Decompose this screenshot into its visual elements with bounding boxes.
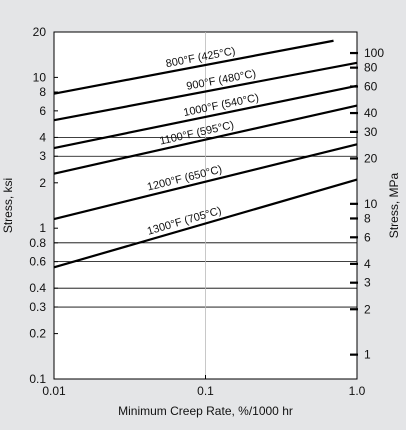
y-tick-label-left: 20 [33, 25, 47, 39]
y-tick-label-right: 100 [364, 46, 384, 60]
y-tick-label-left: 0.3 [29, 300, 46, 314]
series-line [53, 61, 358, 122]
series-line [53, 178, 358, 269]
y-tick-label-right: 3 [364, 276, 371, 290]
y-tick-label-left: 0.2 [29, 327, 46, 341]
y-tick-label-right: 40 [364, 106, 378, 120]
y-tick-label-left: 8 [39, 85, 46, 99]
series-line [53, 104, 358, 175]
y-tick-label-right: 80 [364, 61, 378, 75]
y-tick-label-left: 2 [39, 176, 46, 190]
y-tick-label-left: 0.1 [29, 372, 46, 386]
y-tick-label-left: 4 [39, 130, 46, 144]
y-tick-label-left: 10 [33, 70, 47, 84]
y-tick-label-right: 10 [364, 197, 378, 211]
y-tick-label-right: 8 [364, 211, 371, 225]
x-tick-label: 0.01 [42, 384, 66, 398]
x-tick-label: 0.1 [197, 384, 214, 398]
y-tick-label-left: 1 [39, 221, 46, 235]
x-tick-label: 1.0 [349, 384, 366, 398]
series-layer [53, 39, 358, 269]
y-tick-label-left: 0.4 [29, 281, 46, 295]
tick-layer: 20108643210.80.60.40.30.20.1100806040302… [29, 25, 384, 398]
y-axis-title-right: Stress, MPa [387, 173, 401, 239]
y-tick-label-left: 0.8 [29, 236, 46, 250]
y-tick-label-right: 1 [364, 348, 371, 362]
y-tick-label-right: 60 [364, 79, 378, 93]
series-line [53, 143, 358, 221]
x-axis-title: Minimum Creep Rate, %/1000 hr [118, 404, 293, 418]
y-tick-label-right: 30 [364, 125, 378, 139]
series-line [53, 39, 334, 95]
y-tick-label-right: 20 [364, 151, 378, 165]
y-tick-label-left: 3 [39, 149, 46, 163]
series-line [53, 84, 358, 150]
y-axis-title-left: Stress, ksi [1, 178, 15, 233]
y-tick-label-right: 4 [364, 257, 371, 271]
y-tick-label-right: 2 [364, 302, 371, 316]
y-tick-label-right: 6 [364, 230, 371, 244]
y-tick-label-left: 6 [39, 104, 46, 118]
y-tick-label-left: 0.6 [29, 255, 46, 269]
